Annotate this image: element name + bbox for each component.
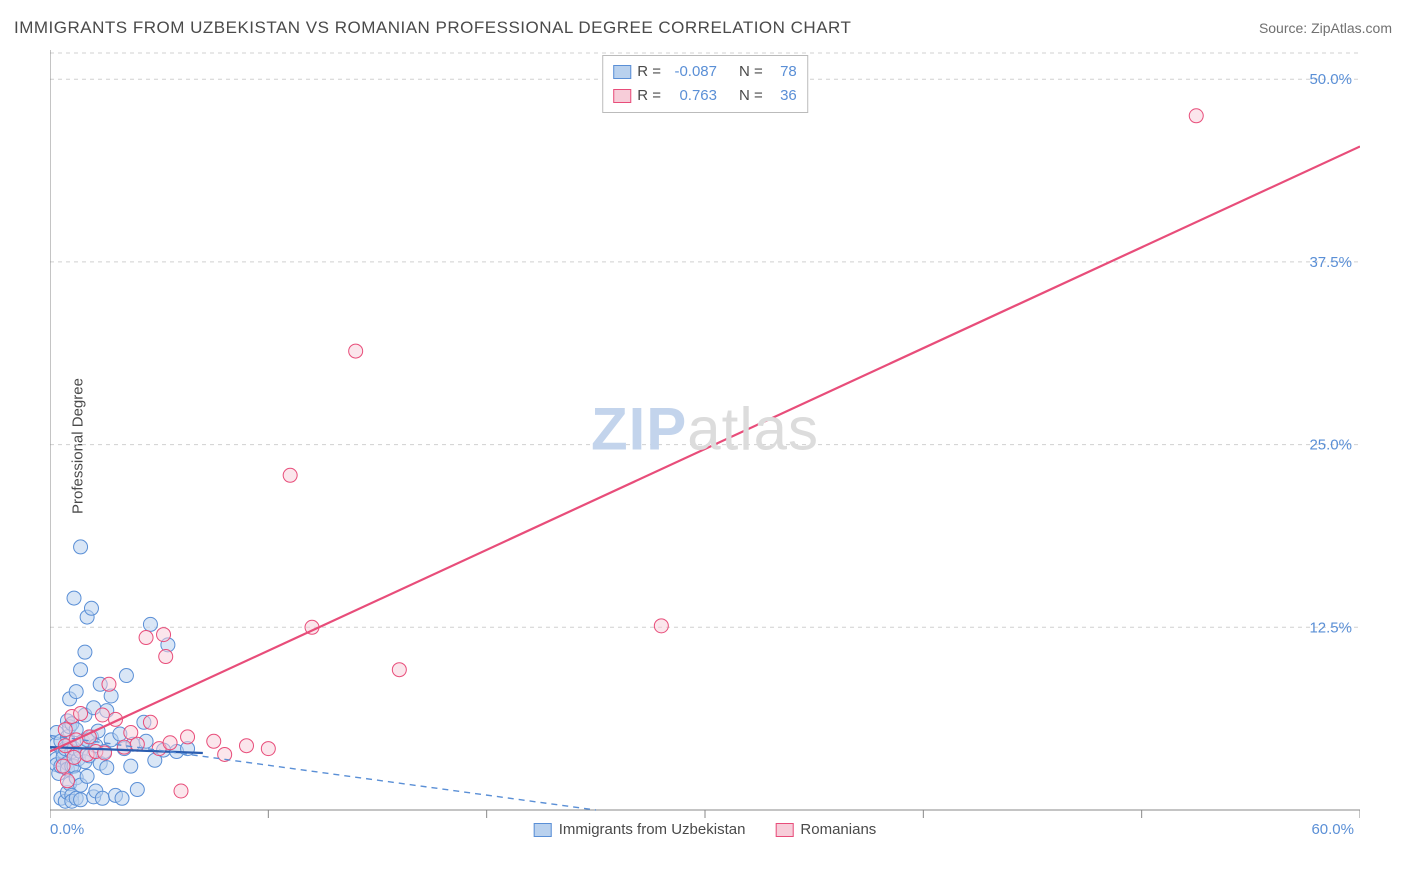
chart-title: IMMIGRANTS FROM UZBEKISTAN VS ROMANIAN P… (14, 18, 851, 38)
svg-text:0.0%: 0.0% (50, 821, 84, 838)
svg-text:37.5%: 37.5% (1309, 254, 1352, 271)
svg-text:25.0%: 25.0% (1309, 437, 1352, 454)
legend-row-series-0: R = -0.087 N = 78 (613, 60, 797, 84)
series-legend: Immigrants from Uzbekistan Romanians (534, 821, 877, 838)
chart-area: 12.5%25.0%37.5%50.0%0.0%60.0% ZIPatlas R… (50, 50, 1360, 840)
source-prefix: Source: (1259, 20, 1311, 36)
swatch-icon (613, 65, 631, 79)
swatch-icon (775, 823, 793, 837)
chart-source: Source: ZipAtlas.com (1259, 20, 1392, 36)
legend-row-series-1: R = 0.763 N = 36 (613, 84, 797, 108)
r-value: 0.763 (667, 84, 717, 108)
r-value: -0.087 (667, 60, 717, 84)
chart-header: IMMIGRANTS FROM UZBEKISTAN VS ROMANIAN P… (14, 18, 1392, 38)
correlation-legend: R = -0.087 N = 78 R = 0.763 N = 36 (602, 55, 808, 113)
svg-text:60.0%: 60.0% (1311, 821, 1354, 838)
n-value: 78 (769, 60, 797, 84)
n-label: N = (739, 84, 763, 108)
legend-item-series-1: Romanians (775, 821, 876, 838)
swatch-icon (534, 823, 552, 837)
legend-item-series-0: Immigrants from Uzbekistan (534, 821, 746, 838)
swatch-icon (613, 89, 631, 103)
source-name: ZipAtlas.com (1311, 20, 1392, 36)
r-label: R = (637, 84, 661, 108)
svg-text:50.0%: 50.0% (1309, 71, 1352, 88)
svg-text:12.5%: 12.5% (1309, 619, 1352, 636)
series-label: Immigrants from Uzbekistan (559, 821, 746, 838)
n-value: 36 (769, 84, 797, 108)
series-label: Romanians (800, 821, 876, 838)
scatter-plot: 12.5% 25.0% 37.5% 50.0% 0.0% 60.0% (50, 50, 1360, 840)
n-label: N = (739, 60, 763, 84)
r-label: R = (637, 60, 661, 84)
